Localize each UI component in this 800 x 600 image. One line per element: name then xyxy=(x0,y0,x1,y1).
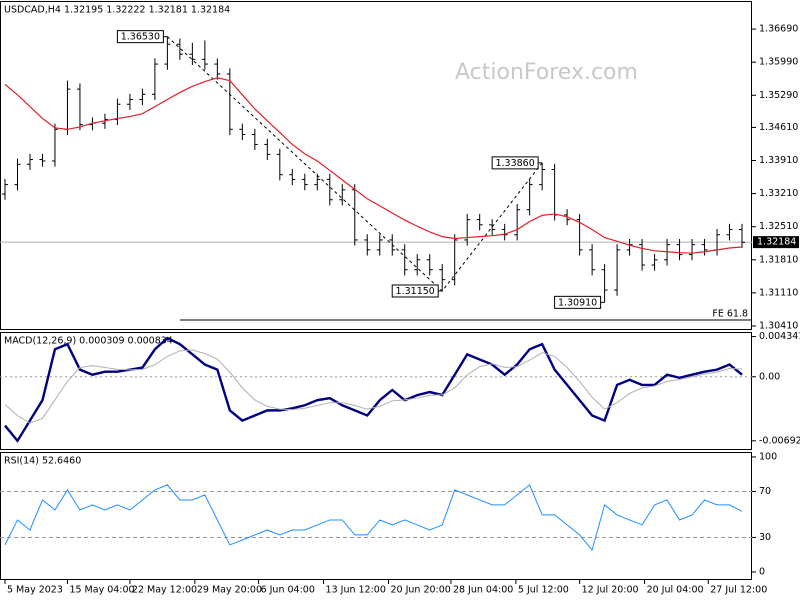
x-tick-label: 22 May 12:00 xyxy=(132,585,197,596)
y-tick-label: 1.36690 xyxy=(759,24,798,35)
panel-frame xyxy=(0,452,752,580)
y-tick-label: -0.00692 xyxy=(759,435,800,446)
y-tick-label: 1.33910 xyxy=(759,155,798,166)
panel-title: RSI(14) 52.6460 xyxy=(4,456,81,467)
panel-frame xyxy=(0,1,752,330)
panel-title: MACD(12,26,9) 0.000309 0.000834 xyxy=(4,336,173,347)
panel-title: USDCAD,H4 1.32195 1.32222 1.32181 1.3218… xyxy=(4,5,230,16)
x-tick-label: 12 Jul 20:00 xyxy=(582,585,639,596)
y-tick-label: 1.35290 xyxy=(759,90,798,101)
y-tick-label: 1.31810 xyxy=(759,254,798,265)
y-tick-label: 1.34610 xyxy=(759,122,798,133)
current-price-box xyxy=(753,236,799,249)
y-tick-label: 70 xyxy=(759,486,771,497)
x-tick-label: 29 May 20:00 xyxy=(197,585,262,596)
x-tick-label: 6 Jun 04:00 xyxy=(261,585,315,596)
y-tick-label: 1.31110 xyxy=(759,287,798,298)
y-tick-label: 100 xyxy=(759,451,777,462)
watermark: ActionForex.com xyxy=(455,60,638,85)
line-series xyxy=(4,484,743,552)
annotation-label: 1.36530 xyxy=(121,32,160,43)
panel-frame xyxy=(0,332,752,450)
annotation-label: 1.30910 xyxy=(558,297,597,308)
x-tick-label: 15 May 04:00 xyxy=(69,585,134,596)
x-tick-label: 28 Jun 04:00 xyxy=(453,585,513,596)
annotation-label: 1.31150 xyxy=(396,286,435,297)
y-tick-label: 0 xyxy=(759,566,765,577)
y-tick-label: 30 xyxy=(759,532,771,543)
y-tick-label: 0.00 xyxy=(759,371,780,382)
line-series xyxy=(4,77,743,254)
x-tick-label: 5 May 2023 xyxy=(7,585,63,596)
x-tick-label: 27 Jul 12:00 xyxy=(710,585,767,596)
current-price-label: 1.32184 xyxy=(757,237,796,248)
y-tick-label: 0.004341 xyxy=(759,331,800,342)
y-tick-label: 1.32510 xyxy=(759,221,798,232)
y-tick-label: 1.35990 xyxy=(759,57,798,68)
x-tick-label: 20 Jul 04:00 xyxy=(647,585,704,596)
annotation-label: 1.33860 xyxy=(495,158,534,169)
y-tick-label: 1.30410 xyxy=(759,320,798,331)
y-tick-label: 1.33210 xyxy=(759,188,798,199)
line-series xyxy=(4,336,743,443)
line-series xyxy=(4,349,743,424)
x-tick-label: 5 Jul 12:00 xyxy=(518,585,569,596)
fe-label: FE 61.8 xyxy=(712,308,748,319)
x-tick-label: 13 Jun 12:00 xyxy=(326,585,386,596)
x-tick-label: 20 Jun 20:00 xyxy=(390,585,450,596)
